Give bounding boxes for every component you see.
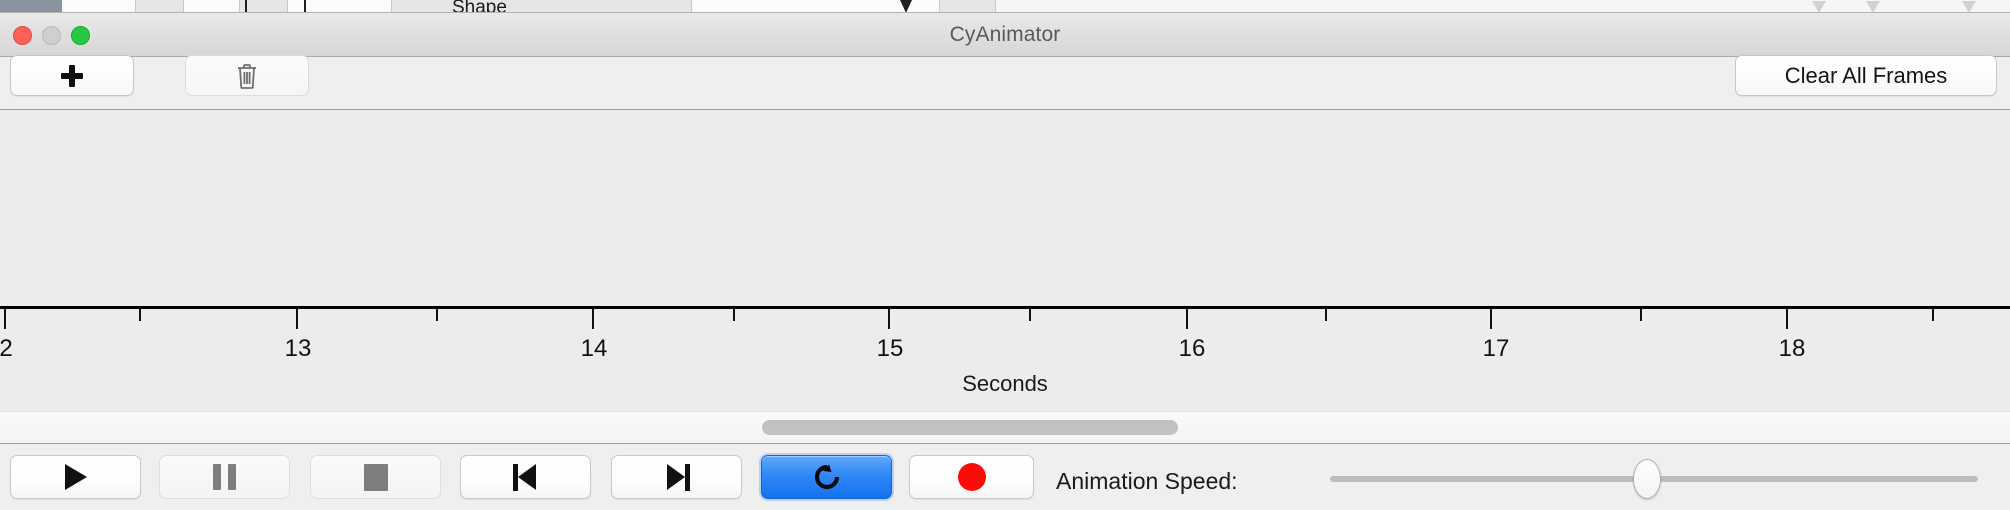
add-frame-button[interactable] <box>10 55 134 96</box>
background-cell <box>184 0 240 12</box>
record-button[interactable] <box>909 455 1034 499</box>
pause-button[interactable] <box>159 455 290 499</box>
background-tick <box>304 0 306 12</box>
title-bar[interactable]: CyAnimator <box>0 13 2010 57</box>
skip-back-icon <box>512 463 539 491</box>
background-tick <box>245 0 247 12</box>
timeline-scrollbar[interactable] <box>0 411 2010 444</box>
ruler-label: 15 <box>876 335 904 362</box>
traffic-light-group <box>13 26 90 45</box>
background-window-label: Shape <box>452 0 507 13</box>
window-title: CyAnimator <box>949 23 1061 46</box>
ruler-tick-minor <box>1932 309 1934 321</box>
timeline-ruler[interactable]: 2 13 14 15 16 17 18 Seconds <box>0 306 2010 411</box>
background-marker <box>1962 1 1976 12</box>
ruler-tick-minor <box>436 309 438 321</box>
ruler-label: 13 <box>284 335 312 362</box>
background-marker <box>900 0 912 12</box>
play-icon <box>64 464 87 490</box>
ruler-label: 2 <box>0 335 13 362</box>
clear-all-frames-label: Clear All Frames <box>1784 62 1948 88</box>
ruler-label: 17 <box>1482 335 1510 362</box>
playback-toolbar: Animation Speed: <box>0 444 2010 510</box>
background-marker <box>1812 1 1826 12</box>
skip-to-start-button[interactable] <box>460 455 591 499</box>
close-icon[interactable] <box>13 26 32 45</box>
minimize-icon[interactable] <box>42 26 61 45</box>
background-cell <box>288 0 392 12</box>
skip-to-end-button[interactable] <box>611 455 742 499</box>
timeline-track[interactable]: MCM1 <box>0 110 2010 404</box>
axis-title: Seconds <box>962 371 1048 396</box>
background-cell <box>392 0 692 12</box>
ruler-tick-major <box>296 309 298 329</box>
background-selected-tab <box>0 0 62 12</box>
loop-button[interactable] <box>761 455 892 499</box>
clear-all-frames-button[interactable]: Clear All Frames <box>1735 55 1997 96</box>
ruler-tick-major <box>1786 309 1788 329</box>
background-window-strip: Shape <box>0 0 2010 13</box>
ruler-tick-major <box>1490 309 1492 329</box>
animation-speed-label: Animation Speed: <box>1056 468 1238 494</box>
trash-icon <box>236 63 258 89</box>
loop-icon <box>812 462 842 492</box>
ruler-label: 14 <box>580 335 608 362</box>
ruler-tick-minor <box>1029 309 1031 321</box>
background-cell <box>240 0 288 12</box>
ruler-tick-major <box>592 309 594 329</box>
record-icon <box>957 463 986 491</box>
ruler-tick-minor <box>139 309 141 321</box>
background-marker <box>1866 1 1880 12</box>
play-button[interactable] <box>10 455 141 499</box>
ruler-tick-major <box>4 309 6 329</box>
background-cell <box>692 0 940 12</box>
stop-icon <box>363 463 388 491</box>
zoom-icon[interactable] <box>71 26 90 45</box>
ruler-tick-major <box>888 309 890 329</box>
stop-button[interactable] <box>310 455 441 499</box>
frame-toolbar <box>0 57 2010 110</box>
ruler-label: 16 <box>1178 335 1206 362</box>
ruler-tick-minor <box>733 309 735 321</box>
scrollbar-thumb[interactable] <box>762 420 1178 435</box>
animation-speed-slider-thumb[interactable] <box>1633 459 1661 499</box>
background-cell <box>136 0 184 12</box>
background-cell <box>940 0 996 12</box>
pause-icon <box>213 464 236 490</box>
ruler-tick-minor <box>1325 309 1327 321</box>
ruler-tick-minor <box>1640 309 1642 321</box>
skip-forward-icon <box>664 463 690 491</box>
ruler-tick-major <box>1186 309 1188 329</box>
delete-frame-button[interactable] <box>185 55 309 96</box>
ruler-label: 18 <box>1778 335 1806 362</box>
background-cell <box>62 0 136 12</box>
plus-icon <box>60 64 84 88</box>
